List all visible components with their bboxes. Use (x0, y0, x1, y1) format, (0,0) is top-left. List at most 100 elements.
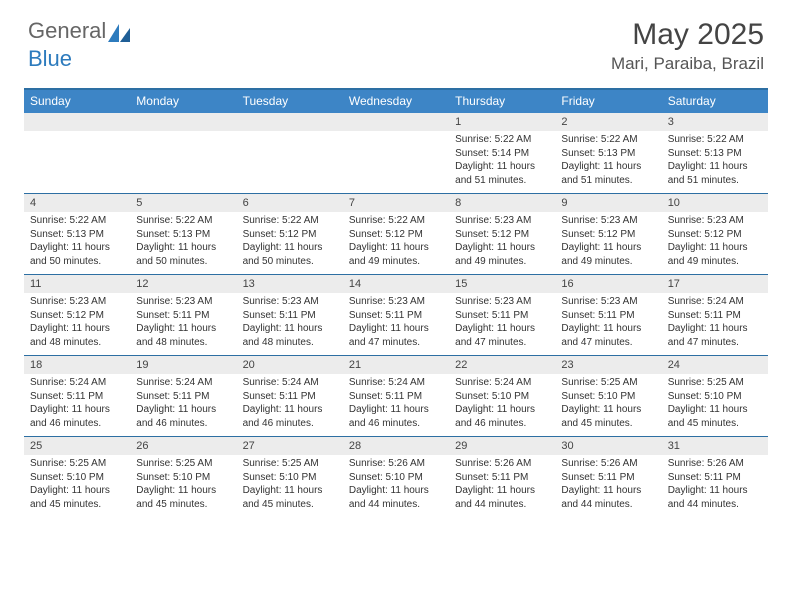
day-cell: Sunrise: 5:23 AMSunset: 5:11 PMDaylight:… (555, 293, 661, 355)
sunrise: Sunrise: 5:23 AM (455, 295, 549, 309)
sunrise: Sunrise: 5:23 AM (561, 214, 655, 228)
daylight: Daylight: 11 hours and 51 minutes. (668, 160, 762, 187)
sunset: Sunset: 5:12 PM (349, 228, 443, 242)
day-number: 21 (343, 356, 449, 374)
sunrise: Sunrise: 5:23 AM (243, 295, 337, 309)
day-cell: Sunrise: 5:24 AMSunset: 5:11 PMDaylight:… (130, 374, 236, 436)
day-number: 4 (24, 194, 130, 212)
week-row: 18192021222324Sunrise: 5:24 AMSunset: 5:… (24, 355, 768, 436)
daynum-strip: 45678910 (24, 194, 768, 212)
day-number: 29 (449, 437, 555, 455)
daylight: Daylight: 11 hours and 49 minutes. (561, 241, 655, 268)
sunset: Sunset: 5:10 PM (136, 471, 230, 485)
day-number: 5 (130, 194, 236, 212)
daylight: Daylight: 11 hours and 44 minutes. (349, 484, 443, 511)
day-cell: Sunrise: 5:26 AMSunset: 5:11 PMDaylight:… (662, 455, 768, 517)
day-number: 2 (555, 113, 661, 131)
logo: General (28, 18, 130, 44)
month-title: May 2025 (611, 18, 764, 52)
location: Mari, Paraiba, Brazil (611, 54, 764, 74)
sunset: Sunset: 5:10 PM (30, 471, 124, 485)
daylight: Daylight: 11 hours and 44 minutes. (455, 484, 549, 511)
daylight: Daylight: 11 hours and 47 minutes. (455, 322, 549, 349)
sunrise: Sunrise: 5:24 AM (136, 376, 230, 390)
sunset: Sunset: 5:11 PM (668, 471, 762, 485)
day-cell: Sunrise: 5:22 AMSunset: 5:13 PMDaylight:… (24, 212, 130, 274)
sunrise: Sunrise: 5:24 AM (668, 295, 762, 309)
day-cell: Sunrise: 5:23 AMSunset: 5:11 PMDaylight:… (237, 293, 343, 355)
sunrise: Sunrise: 5:25 AM (136, 457, 230, 471)
sunset: Sunset: 5:10 PM (243, 471, 337, 485)
day-number: 3 (662, 113, 768, 131)
day-number: 15 (449, 275, 555, 293)
day-number: 1 (449, 113, 555, 131)
sunrise: Sunrise: 5:24 AM (243, 376, 337, 390)
daylight: Daylight: 11 hours and 47 minutes. (349, 322, 443, 349)
sunrise: Sunrise: 5:23 AM (349, 295, 443, 309)
sunrise: Sunrise: 5:22 AM (561, 133, 655, 147)
daylight: Daylight: 11 hours and 50 minutes. (136, 241, 230, 268)
daylight: Daylight: 11 hours and 47 minutes. (561, 322, 655, 349)
week-row: 123Sunrise: 5:22 AMSunset: 5:14 PMDaylig… (24, 113, 768, 193)
sunset: Sunset: 5:13 PM (561, 147, 655, 161)
day-cell: Sunrise: 5:26 AMSunset: 5:11 PMDaylight:… (449, 455, 555, 517)
day-cell: Sunrise: 5:22 AMSunset: 5:13 PMDaylight:… (130, 212, 236, 274)
sunset: Sunset: 5:11 PM (30, 390, 124, 404)
sunset: Sunset: 5:11 PM (243, 390, 337, 404)
sunset: Sunset: 5:11 PM (349, 390, 443, 404)
day-cell: Sunrise: 5:22 AMSunset: 5:14 PMDaylight:… (449, 131, 555, 193)
sunrise: Sunrise: 5:26 AM (455, 457, 549, 471)
day-number: 13 (237, 275, 343, 293)
logo-text-1: General (28, 18, 106, 44)
dow-wednesday: Wednesday (343, 90, 449, 113)
day-cell: Sunrise: 5:22 AMSunset: 5:12 PMDaylight:… (237, 212, 343, 274)
daylight: Daylight: 11 hours and 46 minutes. (349, 403, 443, 430)
day-cell: Sunrise: 5:23 AMSunset: 5:12 PMDaylight:… (24, 293, 130, 355)
logo-sail-icon (108, 22, 130, 40)
day-cell: Sunrise: 5:24 AMSunset: 5:11 PMDaylight:… (343, 374, 449, 436)
weeks-container: 123Sunrise: 5:22 AMSunset: 5:14 PMDaylig… (24, 113, 768, 517)
sunset: Sunset: 5:10 PM (561, 390, 655, 404)
day-number: 17 (662, 275, 768, 293)
day-cell (130, 131, 236, 193)
daynum-strip: 18192021222324 (24, 356, 768, 374)
sunset: Sunset: 5:10 PM (455, 390, 549, 404)
day-number: 30 (555, 437, 661, 455)
sunrise: Sunrise: 5:24 AM (30, 376, 124, 390)
sunset: Sunset: 5:11 PM (561, 471, 655, 485)
sunset: Sunset: 5:14 PM (455, 147, 549, 161)
sunset: Sunset: 5:13 PM (136, 228, 230, 242)
daylight: Daylight: 11 hours and 46 minutes. (136, 403, 230, 430)
sunrise: Sunrise: 5:22 AM (30, 214, 124, 228)
sunrise: Sunrise: 5:22 AM (668, 133, 762, 147)
sunrise: Sunrise: 5:23 AM (30, 295, 124, 309)
daylight: Daylight: 11 hours and 48 minutes. (30, 322, 124, 349)
sunrise: Sunrise: 5:25 AM (243, 457, 337, 471)
day-cell: Sunrise: 5:25 AMSunset: 5:10 PMDaylight:… (130, 455, 236, 517)
sunset: Sunset: 5:11 PM (455, 309, 549, 323)
day-cell (24, 131, 130, 193)
day-number: 19 (130, 356, 236, 374)
sunset: Sunset: 5:13 PM (668, 147, 762, 161)
day-number: 10 (662, 194, 768, 212)
daylight: Daylight: 11 hours and 46 minutes. (455, 403, 549, 430)
page-header: General May 2025 Mari, Paraiba, Brazil (0, 0, 792, 82)
dow-row: Sunday Monday Tuesday Wednesday Thursday… (24, 90, 768, 113)
logo-text-2: Blue (28, 46, 72, 72)
day-number: 20 (237, 356, 343, 374)
daynum-strip: 123 (24, 113, 768, 131)
daylight: Daylight: 11 hours and 45 minutes. (136, 484, 230, 511)
day-number (343, 113, 449, 131)
day-number (24, 113, 130, 131)
day-number: 9 (555, 194, 661, 212)
sunset: Sunset: 5:11 PM (349, 309, 443, 323)
day-number: 16 (555, 275, 661, 293)
day-cell (343, 131, 449, 193)
sunset: Sunset: 5:11 PM (136, 390, 230, 404)
sunrise: Sunrise: 5:22 AM (349, 214, 443, 228)
day-cell: Sunrise: 5:22 AMSunset: 5:13 PMDaylight:… (662, 131, 768, 193)
sunrise: Sunrise: 5:26 AM (561, 457, 655, 471)
sunrise: Sunrise: 5:24 AM (455, 376, 549, 390)
sunset: Sunset: 5:11 PM (668, 309, 762, 323)
dow-friday: Friday (555, 90, 661, 113)
